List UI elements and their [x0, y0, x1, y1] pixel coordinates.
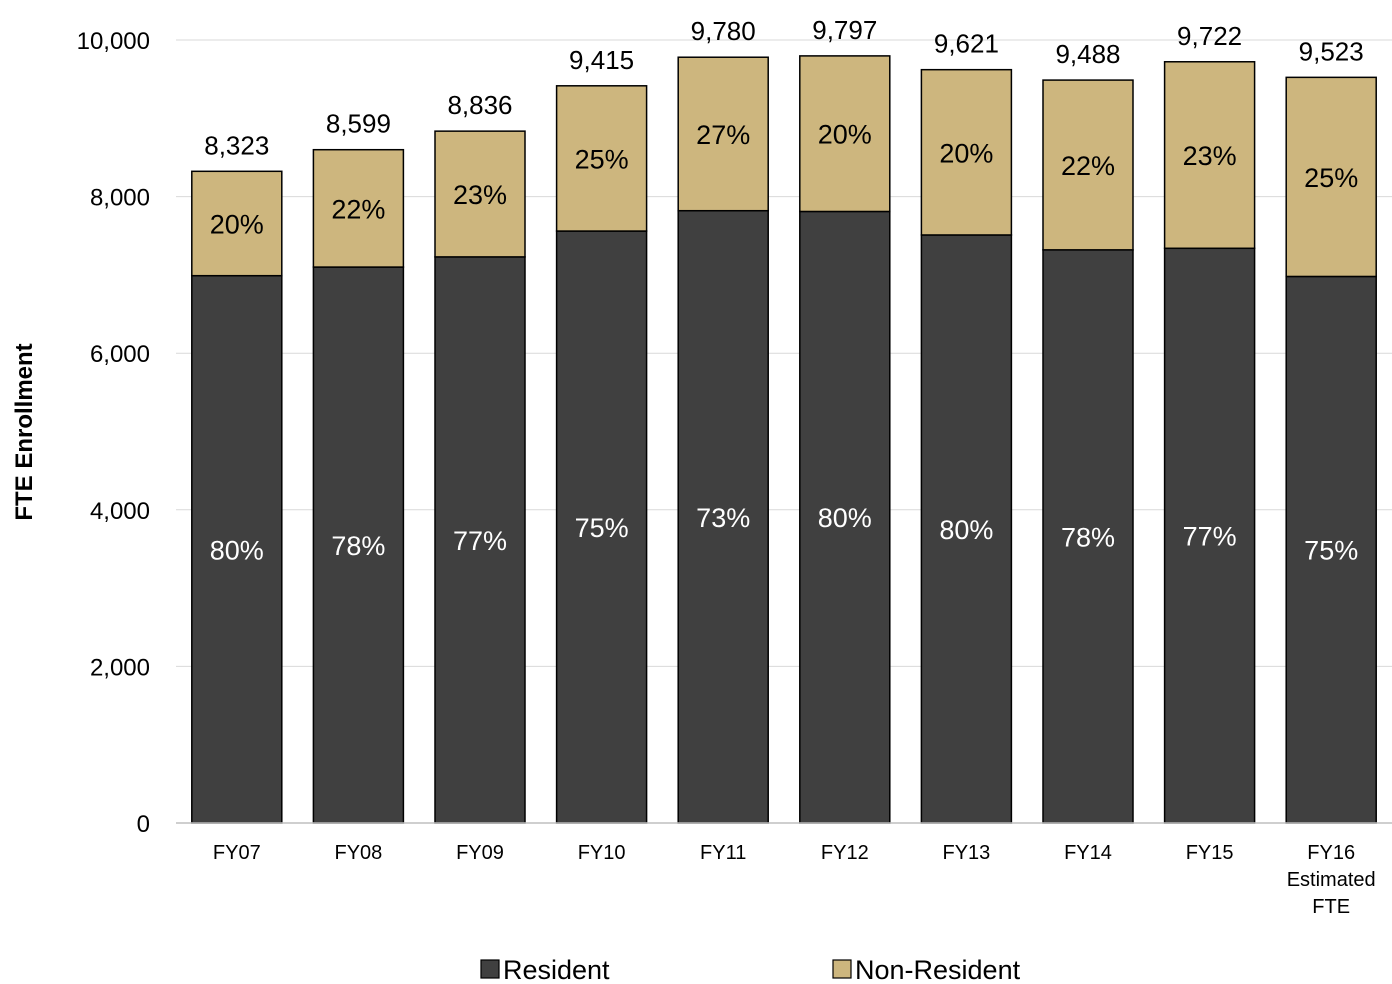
non-resident-percent-label: 22%	[1061, 151, 1115, 181]
legend-swatch-resident	[480, 959, 500, 979]
resident-percent-label: 75%	[1304, 536, 1358, 566]
bar-resident	[1163, 247, 1256, 824]
bar-non-resident	[1285, 76, 1377, 278]
bar-total-label: 9,415	[569, 45, 634, 75]
x-axis-categories: FY07 FY08 FY09 FY10 FY11 FY12 FY13 FY14 FY15 FY16…	[213, 842, 1376, 918]
resident-percent-label: 80%	[818, 503, 872, 533]
bar-resident	[1042, 249, 1134, 824]
x-category-label: FY09	[456, 842, 504, 864]
bar-resident	[799, 210, 891, 824]
bar-total-label: 9,780	[691, 16, 756, 46]
legend-label: Resident	[503, 955, 610, 984]
non-resident-percent-label: 25%	[1304, 163, 1358, 193]
bar-resident	[191, 274, 283, 824]
y-tick-label: 8,000	[90, 185, 150, 212]
y-tick-label: 6,000	[90, 341, 150, 368]
x-category-label: FY11	[700, 842, 746, 864]
non-resident-percent-label: 23%	[453, 180, 507, 210]
bars	[191, 55, 1377, 824]
bar-resident	[1285, 275, 1377, 824]
legend-swatch-non-resident	[832, 959, 852, 979]
y-axis-ticks: 0 2,000 4,000 6,000 8,000 10,000	[77, 28, 150, 838]
bar-labels: 8,323 20% 80% 8,599 22% 78% 8,836 23% 77% 9,415 25…	[204, 15, 1363, 566]
non-resident-percent-label: 23%	[1183, 141, 1237, 171]
bar-non-resident	[434, 130, 526, 258]
y-tick-label: 2,000	[90, 654, 150, 681]
legend: Resident Non-Resident	[480, 955, 1021, 984]
non-resident-percent-label: 20%	[210, 209, 264, 239]
non-resident-percent-label: 20%	[818, 120, 872, 150]
y-tick-label: 4,000	[90, 498, 150, 525]
bar-non-resident	[1042, 79, 1134, 251]
bar-non-resident	[677, 56, 769, 212]
x-category-label: FY14	[1064, 842, 1112, 864]
bar-total-label: 9,722	[1177, 21, 1242, 51]
resident-percent-label: 80%	[939, 515, 993, 545]
bar-total-label: 9,621	[934, 29, 999, 59]
bar-non-resident	[555, 85, 648, 232]
bar-total-label: 9,488	[1055, 39, 1120, 69]
bar-non-resident	[799, 55, 891, 213]
x-category-label: FY08	[334, 842, 382, 864]
resident-percent-label: 80%	[210, 535, 264, 565]
x-category-label: FTE	[1312, 896, 1350, 918]
bar-resident	[555, 230, 648, 824]
bar-non-resident	[1163, 61, 1256, 250]
resident-percent-label: 78%	[1061, 522, 1115, 552]
bar-total-label: 8,836	[447, 90, 512, 120]
y-axis-label: FTE Enrollment	[11, 343, 38, 520]
x-category-label: FY12	[821, 842, 869, 864]
bar-total-label: 8,599	[326, 109, 391, 139]
resident-percent-label: 75%	[575, 513, 629, 543]
resident-percent-label: 78%	[331, 531, 385, 561]
non-resident-percent-label: 27%	[696, 120, 750, 150]
x-category-label: FY10	[578, 842, 626, 864]
x-category-label: Estimated	[1287, 869, 1376, 891]
bar-total-label: 9,797	[812, 15, 877, 45]
x-category-label: FY07	[213, 842, 261, 864]
x-category-label: FY15	[1186, 842, 1234, 864]
bar-resident	[677, 209, 769, 824]
non-resident-percent-label: 20%	[939, 138, 993, 168]
bar-total-label: 8,323	[204, 130, 269, 160]
non-resident-percent-label: 25%	[575, 144, 629, 174]
y-tick-label: 10,000	[77, 28, 150, 55]
legend-label: Non-Resident	[855, 955, 1021, 984]
x-category-label: FY13	[942, 842, 990, 864]
x-category-label: FY16	[1307, 842, 1355, 864]
bar-non-resident	[920, 68, 1013, 236]
resident-percent-label: 77%	[1183, 522, 1237, 552]
bar-non-resident	[191, 170, 283, 277]
resident-percent-label: 77%	[453, 526, 507, 556]
non-resident-percent-label: 22%	[331, 194, 385, 224]
bar-total-label: 9,523	[1299, 36, 1364, 66]
bar-resident	[920, 234, 1013, 824]
y-tick-label: 0	[137, 811, 150, 838]
bar-non-resident	[312, 148, 405, 268]
resident-percent-label: 73%	[696, 503, 750, 533]
